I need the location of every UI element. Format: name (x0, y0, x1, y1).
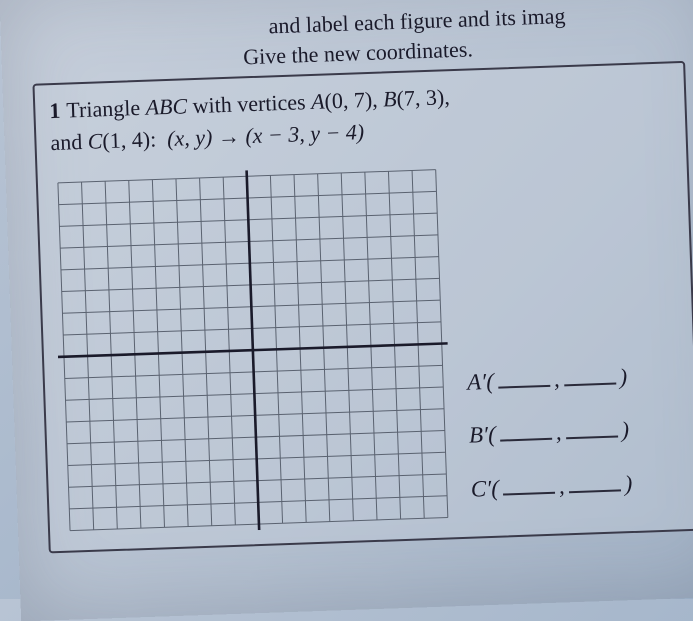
vertex-b-label: B (383, 86, 397, 111)
text-fragment: and (50, 129, 88, 155)
rule-rhs: (x − 3, y − 4) (245, 119, 365, 148)
paren-close: ) (619, 364, 628, 390)
paren-open: ( (488, 422, 497, 448)
blank-a-y[interactable] (563, 359, 616, 386)
vertex-c-label: C (87, 128, 103, 153)
triangle-name: ABC (145, 93, 187, 119)
a-prime-label: A′ (467, 369, 487, 396)
separator: , (555, 420, 562, 446)
vertex-a-coords: (0, 7) (324, 87, 372, 114)
paren-open: ( (486, 369, 495, 395)
blank-b-x[interactable] (499, 415, 552, 442)
vertex-a-label: A (311, 89, 325, 114)
text-fragment: Triangle (66, 95, 146, 123)
c-prime-label: C′ (470, 476, 491, 503)
blank-c-x[interactable] (502, 468, 555, 495)
problem-number: 1 (49, 98, 61, 123)
b-prime-label: B′ (469, 423, 489, 450)
problem-container: 1Triangle ABC with vertices A(0, 7), B(7… (32, 61, 693, 553)
grid-svg (52, 163, 454, 536)
answer-a-prime[interactable]: A′ ( , ) (467, 359, 629, 396)
coordinate-grid (52, 163, 454, 536)
answer-blanks: A′ ( , ) B′ ( , ) C′ ( (467, 359, 634, 522)
rule-arrow: → (217, 123, 240, 149)
blank-a-x[interactable] (497, 362, 550, 389)
paren-open: ( (491, 475, 500, 501)
paren-close: ) (624, 471, 633, 497)
separator: , (553, 367, 560, 393)
vertex-b-coords: (7, 3) (396, 84, 444, 111)
blank-c-y[interactable] (568, 466, 621, 493)
paren-close: ) (621, 418, 630, 444)
answer-b-prime[interactable]: B′ ( , ) (468, 412, 630, 449)
separator: , (558, 473, 565, 499)
text-fragment: with vertices (187, 89, 312, 118)
blank-b-y[interactable] (565, 413, 618, 440)
answer-c-prime[interactable]: C′ ( , ) (470, 466, 632, 503)
vertex-c-coords: (1, 4) (102, 127, 150, 154)
rule-lhs: (x, y) (167, 124, 213, 151)
